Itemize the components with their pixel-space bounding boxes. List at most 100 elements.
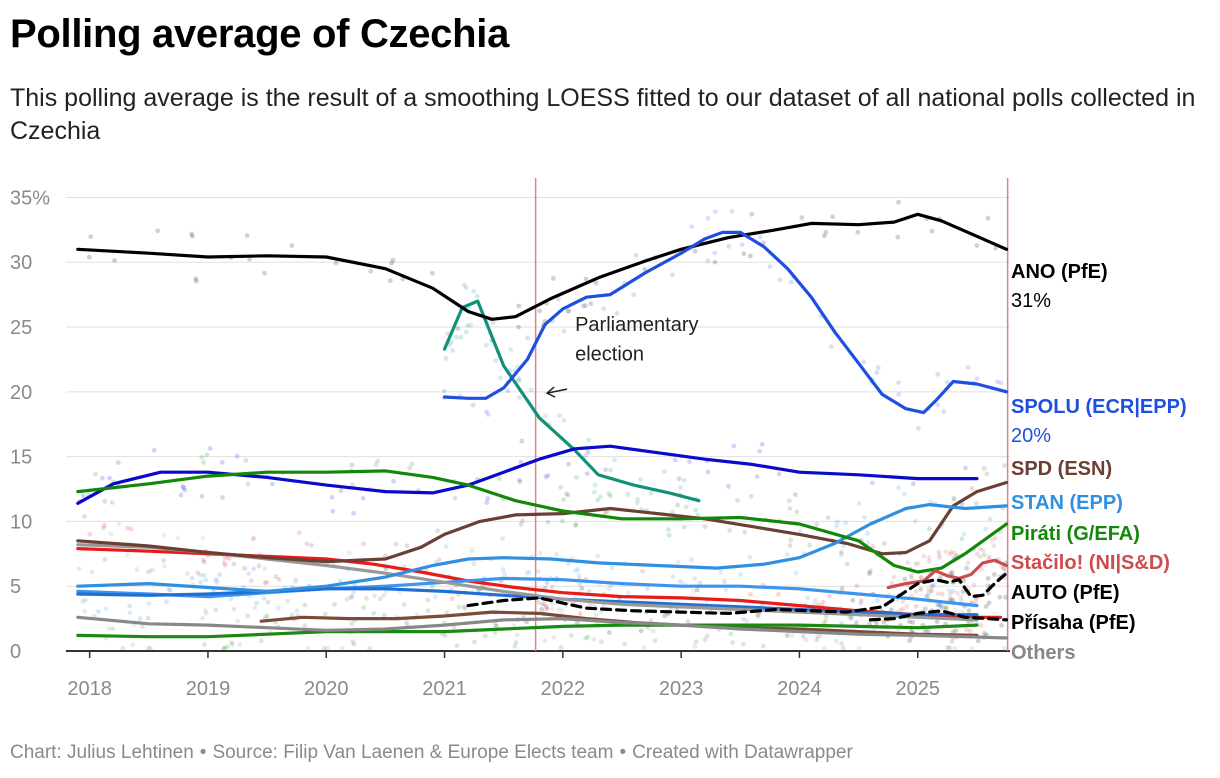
poll-dot (1001, 565, 1007, 571)
poll-dot (670, 574, 676, 580)
poll-dot (537, 308, 542, 314)
poll-dot (201, 572, 207, 578)
poll-dot (977, 554, 983, 560)
poll-dot (854, 583, 860, 589)
x-tick-label: 2024 (777, 678, 822, 700)
poll-dot (213, 607, 219, 613)
poll-dot (96, 609, 101, 615)
poll-dot (818, 633, 823, 639)
series-line (442, 230, 1009, 415)
poll-dot (512, 644, 518, 649)
poll-dot (175, 535, 181, 541)
poll-dot (844, 561, 850, 567)
poll-dot (984, 471, 990, 477)
poll-dot (381, 612, 387, 618)
poll-dot (543, 474, 549, 480)
poll-dot (908, 573, 914, 579)
poll-dot (881, 619, 887, 625)
poll-dot (330, 508, 336, 514)
poll-dot (585, 634, 591, 640)
poll-dot (862, 514, 868, 520)
poll-dot (245, 613, 251, 619)
poll-dot (934, 619, 940, 625)
poll-dot (692, 248, 698, 254)
x-tick-label: 2022 (541, 678, 586, 700)
poll-dot (292, 579, 298, 585)
poll-dot (1002, 463, 1007, 468)
poll-dot (840, 646, 846, 651)
poll-dot (900, 606, 906, 612)
poll-dot (246, 571, 252, 577)
poll-dot (912, 518, 918, 524)
poll-dot (993, 535, 998, 541)
poll-dot (986, 600, 992, 606)
poll-dot (974, 376, 980, 382)
y-tick-label: 15 (10, 447, 32, 469)
poll-dot (961, 578, 967, 583)
poll-dot (838, 552, 844, 557)
poll-dot (926, 526, 932, 532)
poll-dot (100, 475, 105, 481)
poll-dot (409, 461, 415, 467)
poll-dot (726, 484, 731, 489)
poll-dot (234, 453, 240, 459)
poll-dot (926, 587, 931, 592)
poll-dot (185, 571, 190, 576)
poll-dot (907, 619, 912, 625)
series-label: ANO (PfE) (1011, 261, 1108, 283)
poll-dot (528, 387, 534, 393)
poll-dot (622, 641, 628, 647)
poll-dot (638, 477, 643, 482)
poll-dot (189, 575, 195, 581)
poll-dot (574, 620, 580, 626)
poll-dot (120, 646, 126, 651)
poll-dot (262, 615, 268, 621)
poll-dot (227, 556, 233, 561)
series-label: Piráti (G/EFA) (1011, 523, 1140, 545)
poll-dot (858, 598, 864, 604)
poll-dot (484, 409, 489, 415)
poll-dot (517, 479, 523, 485)
poll-dot (103, 606, 109, 612)
poll-dot (825, 515, 831, 521)
poll-dot (693, 639, 699, 645)
poll-dot (544, 580, 550, 586)
poll-dot (889, 580, 895, 586)
poll-dot (465, 323, 471, 328)
poll-dot (461, 282, 467, 288)
poll-dot (200, 615, 205, 621)
poll-dot (748, 493, 754, 499)
poll-dot (442, 633, 448, 638)
poll-dot (982, 631, 987, 636)
poll-dot (224, 644, 230, 650)
poll-dot (843, 520, 849, 526)
poll-dot (966, 608, 972, 614)
poll-dot (598, 609, 604, 615)
poll-dot (565, 492, 571, 498)
poll-dot (539, 602, 545, 607)
poll-dot (929, 583, 935, 589)
poll-dot (586, 437, 592, 443)
poll-dot (669, 272, 675, 278)
poll-dot (202, 608, 208, 614)
poll-dot (155, 228, 161, 234)
poll-dot (756, 613, 761, 619)
poll-dot (167, 587, 173, 593)
poll-dot (678, 485, 684, 490)
poll-dot (346, 550, 352, 556)
poll-dot (891, 574, 897, 580)
poll-dot (689, 224, 695, 230)
poll-dot (960, 589, 966, 595)
poll-dot (536, 569, 542, 574)
poll-dot (430, 584, 435, 589)
x-tick-label: 2020 (304, 678, 349, 700)
poll-dot (839, 549, 844, 555)
poll-dot (351, 641, 357, 647)
poll-dot (276, 576, 282, 582)
poll-dot (549, 606, 555, 611)
poll-dot (936, 552, 942, 558)
poll-dot (250, 536, 256, 542)
poll-dot (946, 587, 952, 593)
poll-dot (573, 522, 579, 527)
